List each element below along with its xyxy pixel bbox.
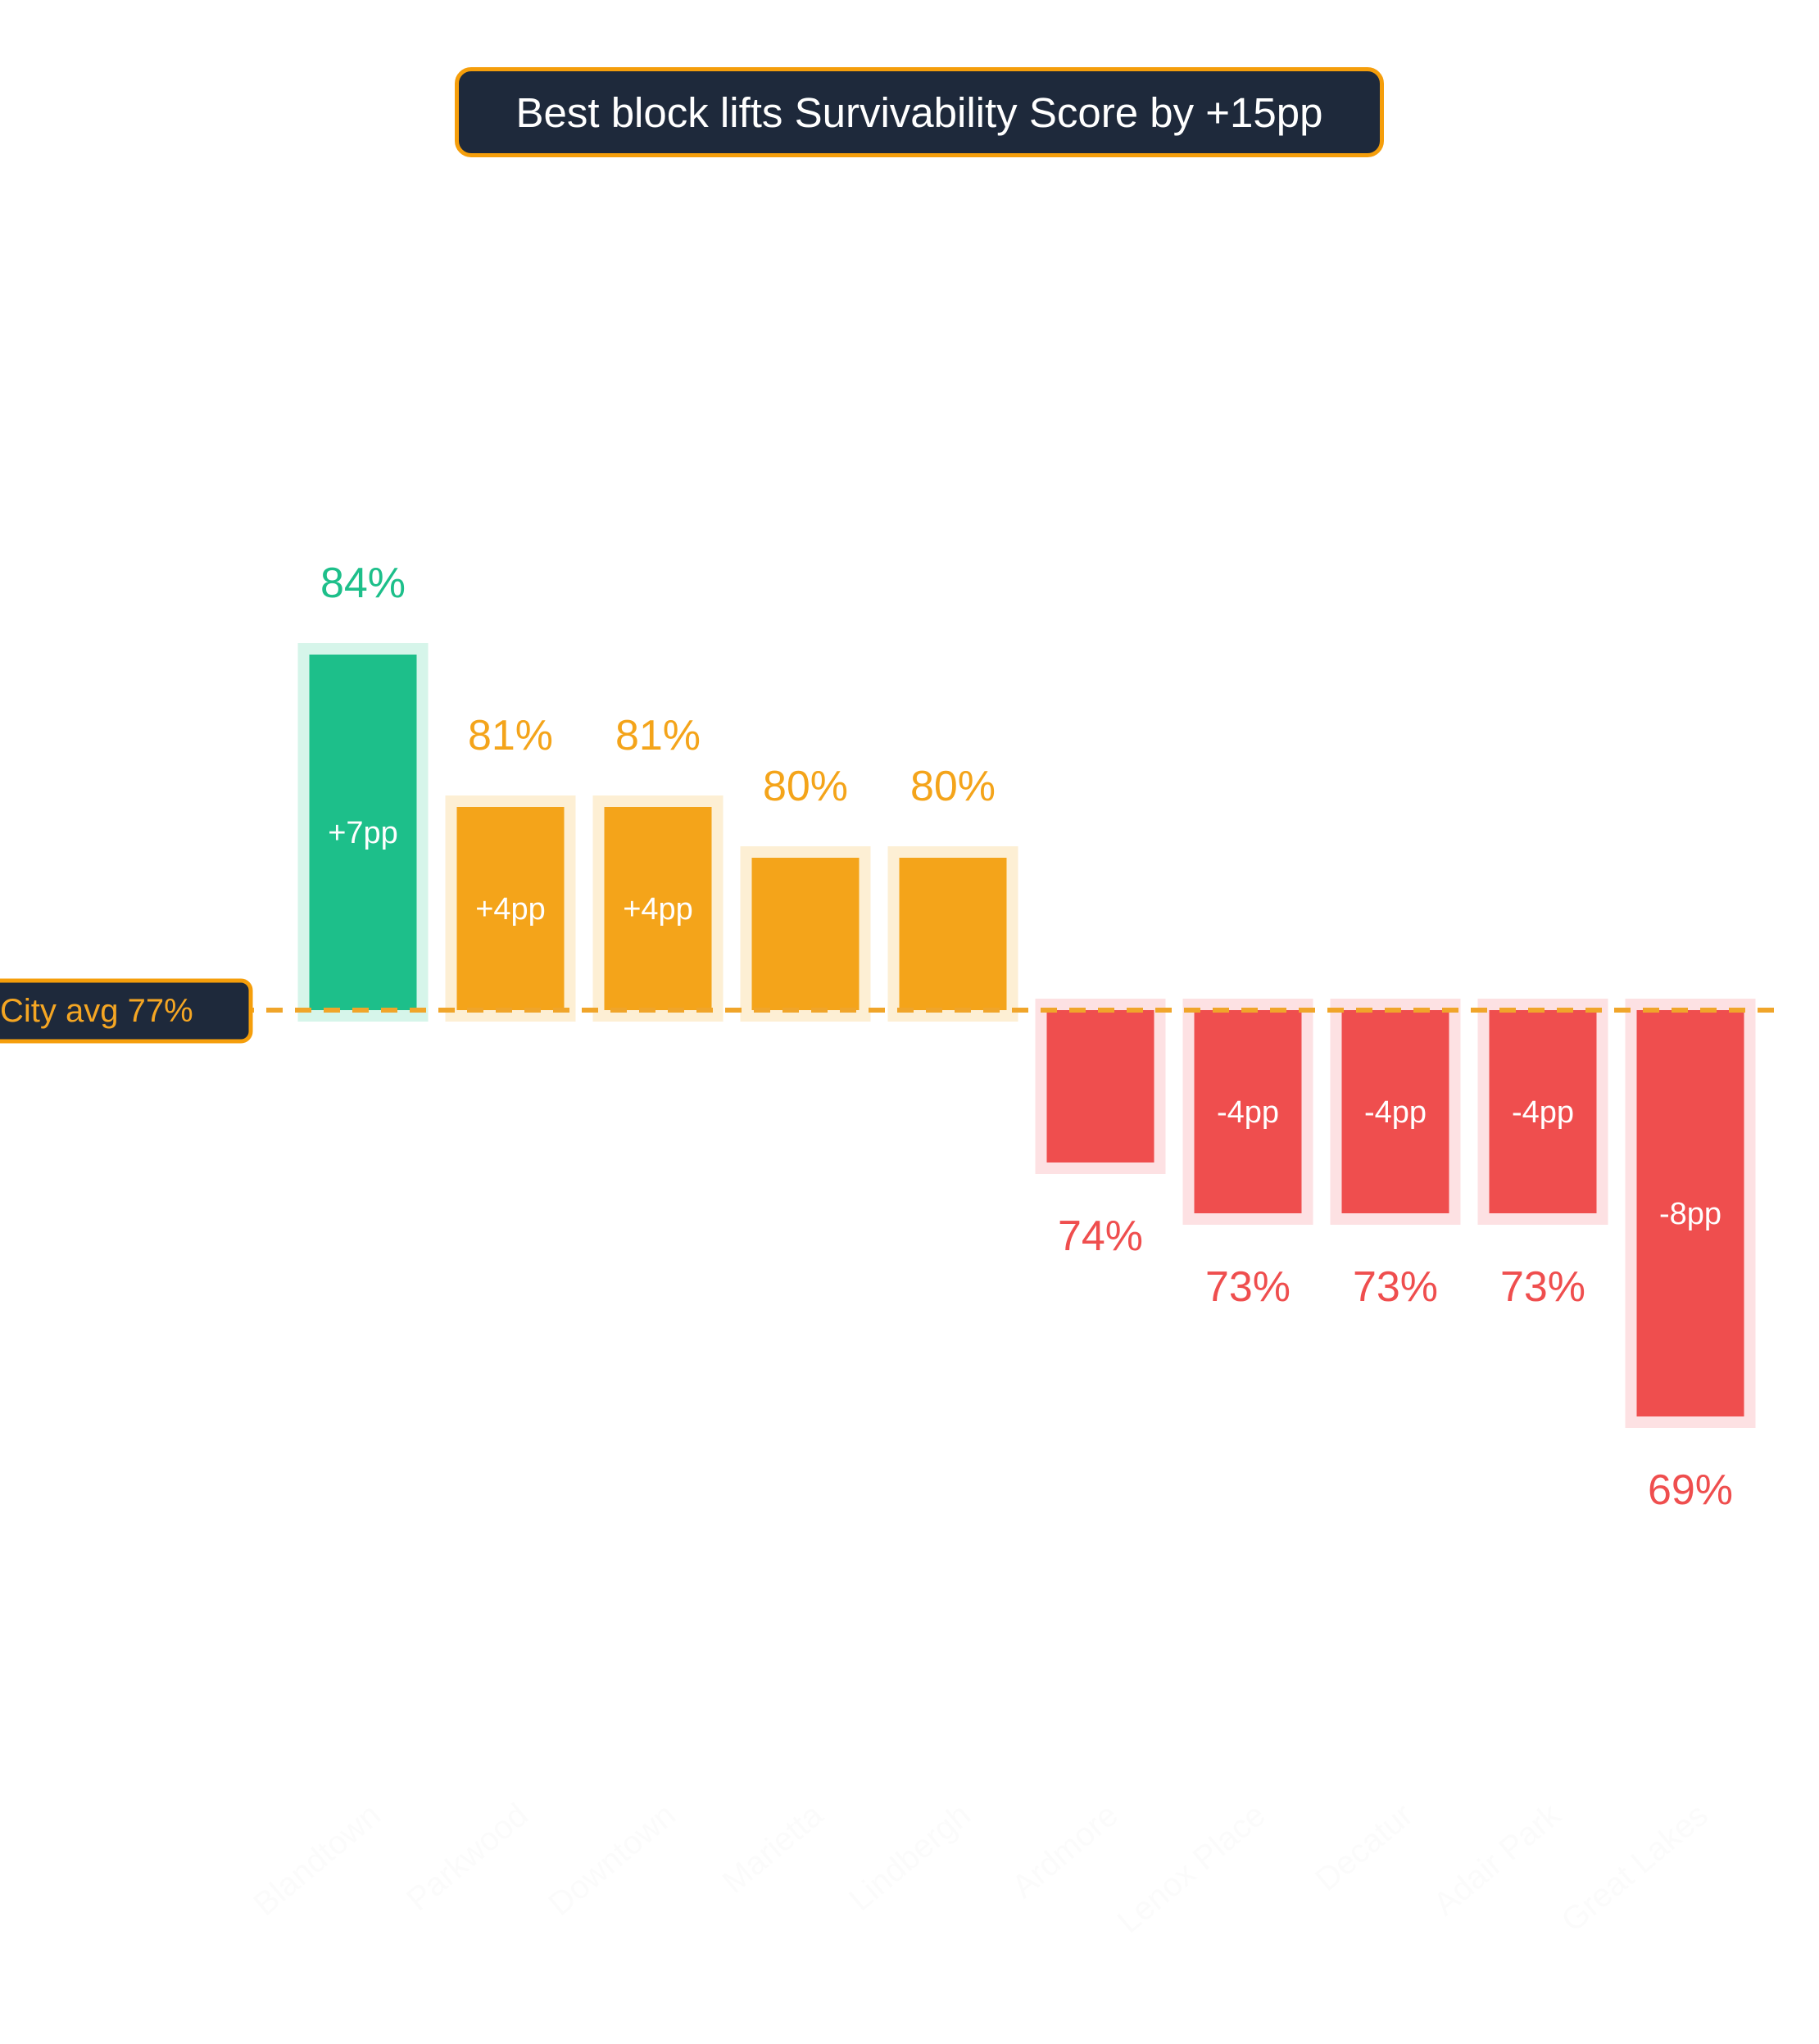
value-label: 80% [910, 763, 996, 810]
bar [751, 858, 860, 1010]
x-tick-label: Lindbergh [842, 1797, 978, 1918]
value-label: 80% [763, 763, 848, 810]
delta-label: +4pp [623, 892, 693, 927]
x-tick-label: Blandtown [247, 1797, 387, 1923]
value-label: 73% [1500, 1263, 1585, 1311]
bar [604, 807, 712, 1010]
bar [309, 655, 417, 1010]
bar [899, 858, 1007, 1010]
bar [456, 807, 565, 1010]
bar [1636, 1010, 1744, 1416]
delta-label: +7pp [328, 816, 398, 850]
x-tick-label: Ardmore [1005, 1797, 1125, 1905]
title-badge: Best block lifts Survivability Score by … [455, 67, 1384, 157]
baseline-label: City avg 77% [0, 993, 193, 1029]
chart-title: Best block lifts Survivability Score by … [515, 88, 1323, 136]
delta-label: +4pp [475, 892, 546, 927]
bar [1341, 1010, 1449, 1213]
value-label: 74% [1058, 1212, 1143, 1260]
baseline-label-box [0, 978, 253, 1044]
bar [1489, 1010, 1597, 1213]
x-tick-label: Marietta [716, 1797, 831, 1901]
x-tick-label: Downtown [542, 1797, 682, 1923]
x-tick-label: Great Lakes [1555, 1797, 1715, 1939]
x-tick-label: Adair Park [1427, 1797, 1567, 1923]
x-tick-label: Decatur [1309, 1797, 1420, 1898]
delta-label: -4pp [1217, 1095, 1279, 1130]
x-tick-label: Lenox Place [1111, 1797, 1272, 1940]
value-label: 69% [1648, 1466, 1733, 1514]
value-label: 81% [468, 712, 553, 759]
delta-label: -8pp [1659, 1197, 1721, 1231]
value-label: 81% [615, 712, 701, 759]
bar [1046, 1010, 1154, 1162]
delta-label: -4pp [1512, 1095, 1574, 1130]
value-label: 73% [1205, 1263, 1291, 1311]
x-tick-label: Parkwood [400, 1797, 535, 1918]
value-label: 73% [1353, 1263, 1438, 1311]
value-label: 84% [320, 560, 406, 607]
bar [1194, 1010, 1302, 1213]
delta-label: -4pp [1364, 1095, 1427, 1130]
